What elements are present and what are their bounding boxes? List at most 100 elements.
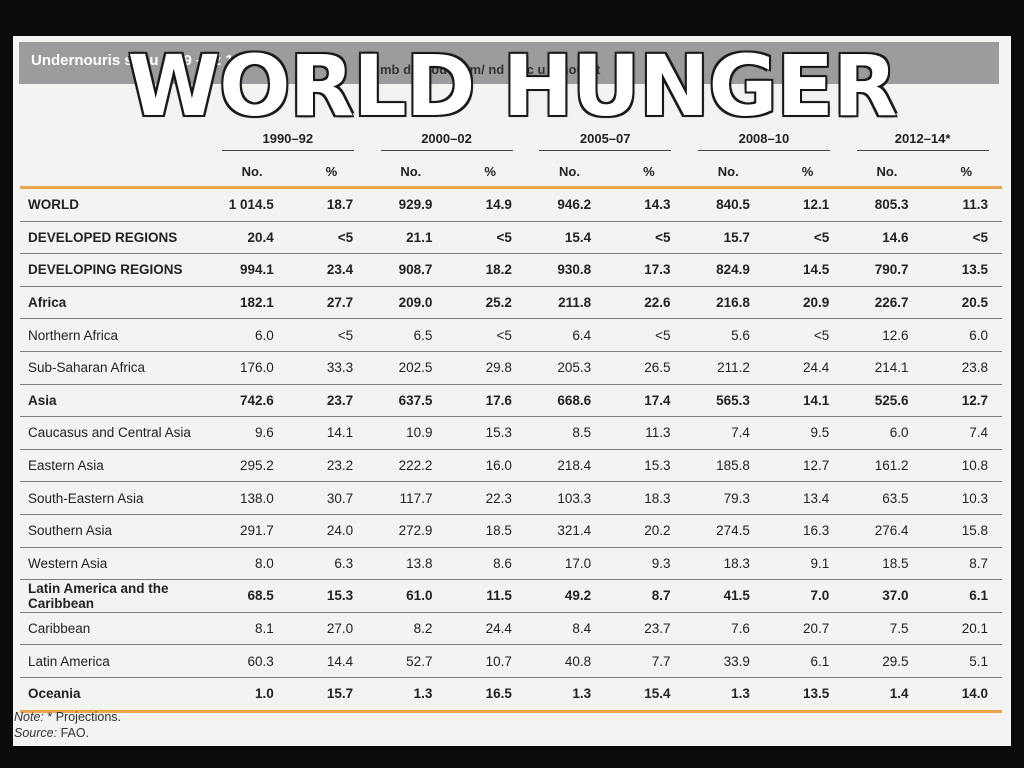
overlay-title: WORLD HUNGER bbox=[127, 37, 897, 135]
region-name: Eastern Asia bbox=[20, 449, 209, 483]
percent-cell: 25.2 bbox=[454, 286, 526, 320]
count-cell: 6.5 bbox=[367, 318, 455, 352]
percent-cell: 16.0 bbox=[454, 449, 526, 483]
count-cell: 222.2 bbox=[367, 449, 455, 483]
percent-cell: 7.4 bbox=[930, 416, 1002, 450]
region-name: Latin America and the Caribbean bbox=[20, 579, 209, 613]
count-cell: 7.5 bbox=[843, 612, 931, 646]
percent-cell: 22.3 bbox=[454, 481, 526, 515]
table-row: DEVELOPING REGIONS 994.1 23.4 908.7 18.2 930.… bbox=[20, 253, 1002, 287]
count-cell: 218.4 bbox=[525, 449, 614, 483]
count-cell: 176.0 bbox=[208, 351, 296, 385]
count-cell: 6.0 bbox=[843, 416, 931, 450]
region-name: Caribbean bbox=[20, 612, 209, 646]
percent-cell: 20.2 bbox=[613, 514, 685, 548]
percent-cell: 8.6 bbox=[454, 547, 526, 581]
percent-cell: 27.7 bbox=[295, 286, 368, 320]
percent-cell: 14.4 bbox=[295, 644, 368, 678]
percent-cell: 24.0 bbox=[295, 514, 368, 548]
percent-cell: 14.9 bbox=[454, 187, 526, 222]
count-cell: 12.6 bbox=[843, 318, 931, 352]
percent-cell: 6.1 bbox=[930, 579, 1002, 613]
note-line: Note: * Projections. bbox=[14, 710, 122, 724]
count-cell: 33.9 bbox=[684, 644, 772, 678]
count-cell: 13.8 bbox=[367, 547, 455, 581]
percent-cell: 7.7 bbox=[613, 644, 685, 678]
count-cell: 7.6 bbox=[684, 612, 772, 646]
percent-cell: 6.3 bbox=[295, 547, 368, 581]
table-row: Asia 742.6 23.7 637.5 17.6 668.6 17.4 565.3 14.1… bbox=[20, 384, 1002, 418]
region-name: DEVELOPING REGIONS bbox=[20, 253, 209, 287]
region-name: Sub-Saharan Africa bbox=[20, 351, 209, 385]
percent-cell: 20.5 bbox=[930, 286, 1002, 320]
count-cell: 52.7 bbox=[367, 644, 455, 678]
count-cell: 117.7 bbox=[367, 481, 455, 515]
count-cell: 61.0 bbox=[367, 579, 455, 613]
pct-header: % bbox=[295, 156, 368, 189]
no-header: No. bbox=[208, 156, 296, 189]
pct-header: % bbox=[613, 156, 685, 189]
count-cell: 103.3 bbox=[525, 481, 614, 515]
percent-cell: 6.1 bbox=[771, 644, 844, 678]
count-cell: 40.8 bbox=[525, 644, 614, 678]
table-row: WORLD 1 014.5 18.7 929.9 14.9 946.2 14.3 840.5 1… bbox=[20, 187, 1002, 222]
percent-cell: 15.3 bbox=[295, 579, 368, 613]
count-cell: 1.4 bbox=[843, 677, 931, 713]
percent-cell: 8.7 bbox=[930, 547, 1002, 581]
count-cell: 276.4 bbox=[843, 514, 931, 548]
table-row: Africa 182.1 27.7 209.0 25.2 211.8 22.6 216.8 20… bbox=[20, 286, 1002, 320]
region-name: Oceania bbox=[20, 677, 209, 713]
table-row: Eastern Asia 295.2 23.2 222.2 16.0 218.4 15.3 1… bbox=[20, 449, 1002, 483]
percent-cell: 10.3 bbox=[930, 481, 1002, 515]
count-cell: 211.2 bbox=[684, 351, 772, 385]
percent-cell: <5 bbox=[930, 221, 1002, 255]
region-name: Caucasus and Central Asia bbox=[20, 416, 209, 450]
table-row: Latin America and the Caribbean 68.5 15.3 6… bbox=[20, 579, 1002, 613]
count-cell: 668.6 bbox=[525, 384, 614, 418]
percent-cell: 12.7 bbox=[771, 449, 844, 483]
count-cell: 15.4 bbox=[525, 221, 614, 255]
percent-cell: 9.1 bbox=[771, 547, 844, 581]
percent-cell: 11.3 bbox=[930, 187, 1002, 222]
table-row: Northern Africa 6.0 <5 6.5 <5 6.4 <5 5.6 <5 12.6 6… bbox=[20, 318, 1002, 352]
count-cell: 8.5 bbox=[525, 416, 614, 450]
percent-cell: 18.2 bbox=[454, 253, 526, 287]
percent-cell: 14.5 bbox=[771, 253, 844, 287]
percent-cell: 29.8 bbox=[454, 351, 526, 385]
table-row: Southern Asia 291.7 24.0 272.9 18.5 321.4 20.2… bbox=[20, 514, 1002, 548]
percent-cell: 22.6 bbox=[613, 286, 685, 320]
table-row: DEVELOPED REGIONS 20.4 <5 21.1 <5 15.4 <5 15.7 <… bbox=[20, 221, 1002, 255]
count-cell: 14.6 bbox=[843, 221, 931, 255]
percent-cell: 13.5 bbox=[930, 253, 1002, 287]
period-header-row: 1990–92 2000–02 2005–07 2008–10 2012–14* bbox=[20, 126, 1002, 156]
count-cell: 525.6 bbox=[843, 384, 931, 418]
count-cell: 7.4 bbox=[684, 416, 772, 450]
percent-cell: 18.5 bbox=[454, 514, 526, 548]
count-cell: 929.9 bbox=[367, 187, 455, 222]
table-row: Caucasus and Central Asia 9.6 14.1 10.9 15.3… bbox=[20, 416, 1002, 450]
count-cell: 930.8 bbox=[525, 253, 614, 287]
count-cell: 9.6 bbox=[208, 416, 296, 450]
source-line: Source: FAO. bbox=[14, 726, 90, 740]
percent-cell: 16.5 bbox=[454, 677, 526, 713]
count-cell: 1 014.5 bbox=[208, 187, 296, 222]
table-body: WORLD 1 014.5 18.7 929.9 14.9 946.2 14.3 840.5 1… bbox=[20, 187, 1002, 713]
no-header: No. bbox=[367, 156, 455, 189]
table-row: Oceania 1.0 15.7 1.3 16.5 1.3 15.4 1.3 13.5 1.4 14… bbox=[20, 677, 1002, 713]
percent-cell: 6.0 bbox=[930, 318, 1002, 352]
percent-cell: <5 bbox=[771, 221, 844, 255]
percent-cell: 5.1 bbox=[930, 644, 1002, 678]
percent-cell: <5 bbox=[454, 221, 526, 255]
count-cell: 565.3 bbox=[684, 384, 772, 418]
count-cell: 29.5 bbox=[843, 644, 931, 678]
percent-cell: 17.3 bbox=[613, 253, 685, 287]
percent-cell: 14.0 bbox=[930, 677, 1002, 713]
count-cell: 8.4 bbox=[525, 612, 614, 646]
count-cell: 946.2 bbox=[525, 187, 614, 222]
percent-cell: 11.3 bbox=[613, 416, 685, 450]
percent-cell: 12.1 bbox=[771, 187, 844, 222]
count-cell: 202.5 bbox=[367, 351, 455, 385]
percent-cell: 24.4 bbox=[454, 612, 526, 646]
count-cell: 17.0 bbox=[525, 547, 614, 581]
percent-cell: 13.4 bbox=[771, 481, 844, 515]
